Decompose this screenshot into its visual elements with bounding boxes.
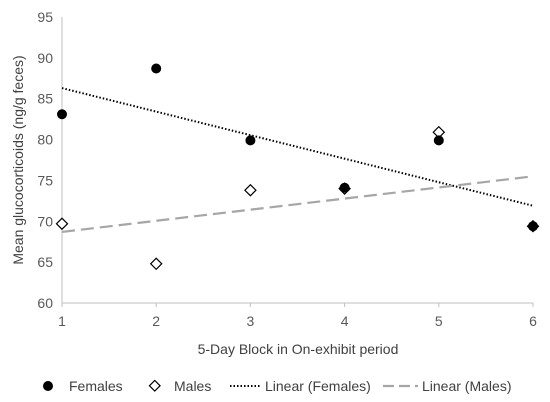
x-tick-label: 4 bbox=[341, 313, 349, 329]
legend-marker-females bbox=[43, 381, 53, 391]
legend-label-females: Females bbox=[69, 378, 123, 394]
data-point-males bbox=[432, 125, 446, 139]
y-axis-title: Mean glucocorticoids (ng/g feces) bbox=[10, 55, 26, 264]
x-tick-label: 2 bbox=[152, 313, 160, 329]
x-tick-labels: 1 2 3 4 5 6 bbox=[58, 303, 537, 329]
data-point-females bbox=[433, 135, 444, 146]
y-tick-label: 90 bbox=[37, 50, 53, 66]
data-points bbox=[55, 63, 540, 271]
legend-label-linear-males: Linear (Males) bbox=[422, 378, 511, 394]
y-tick-label: 75 bbox=[37, 172, 53, 188]
legend: Females Males Linear (Females) Linear (M… bbox=[43, 378, 511, 394]
data-point-females bbox=[151, 63, 162, 74]
y-tick-label: 65 bbox=[37, 254, 53, 270]
axes bbox=[61, 17, 533, 304]
data-point-males bbox=[55, 217, 69, 231]
legend-label-males: Males bbox=[174, 378, 211, 394]
data-point-females bbox=[528, 221, 538, 232]
x-axis-title: 5-Day Block in On-exhibit period bbox=[198, 341, 399, 357]
y-tick-labels: 60 65 70 75 80 85 90 95 bbox=[37, 9, 53, 311]
data-point-males bbox=[149, 257, 163, 271]
trendlines bbox=[61, 87, 534, 234]
legend-marker-males bbox=[148, 379, 161, 392]
trendline-females bbox=[61, 87, 534, 207]
y-tick-label: 95 bbox=[37, 9, 53, 25]
data-point-females bbox=[57, 109, 67, 120]
data-point-males bbox=[244, 183, 257, 197]
x-tick-label: 5 bbox=[435, 313, 443, 329]
y-tick-label: 60 bbox=[37, 295, 53, 311]
data-point-females bbox=[339, 182, 350, 193]
legend-label-linear-females: Linear (Females) bbox=[265, 378, 371, 394]
x-tick-label: 3 bbox=[247, 313, 255, 329]
y-tick-label: 70 bbox=[37, 213, 53, 229]
x-tick-label: 1 bbox=[58, 313, 66, 329]
x-tick-label: 6 bbox=[529, 313, 537, 329]
y-tick-label: 85 bbox=[37, 91, 53, 107]
trendline-males bbox=[61, 175, 534, 234]
y-tick-label: 80 bbox=[37, 132, 53, 148]
data-point-females bbox=[245, 135, 256, 146]
